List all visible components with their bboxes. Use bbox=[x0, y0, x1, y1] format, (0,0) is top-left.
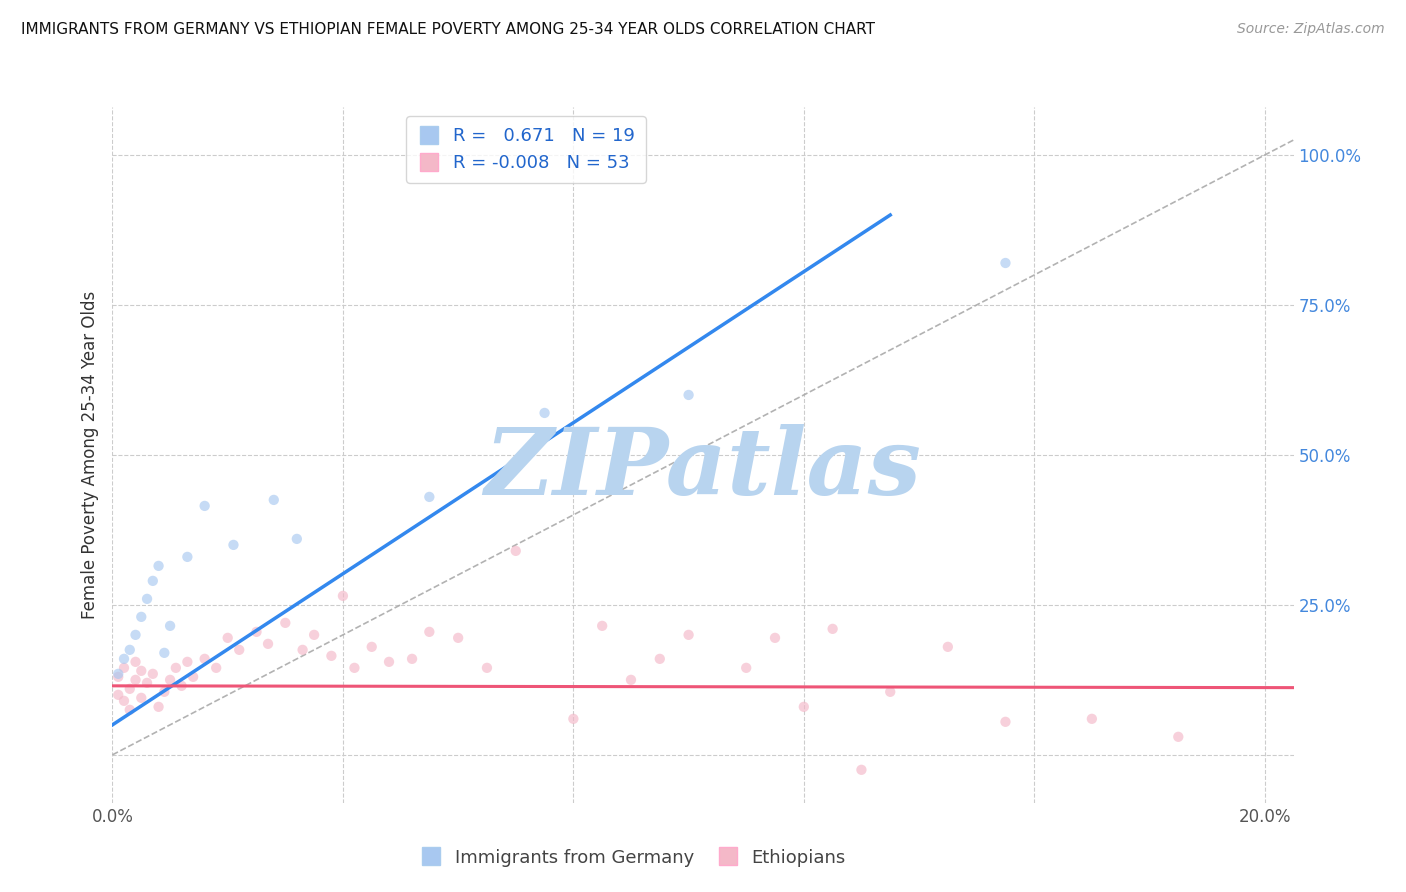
Point bbox=[153, 685, 176, 699]
Point bbox=[124, 628, 146, 642]
Point bbox=[217, 631, 239, 645]
Point bbox=[591, 619, 613, 633]
Point bbox=[142, 666, 165, 681]
Point bbox=[735, 661, 758, 675]
Point bbox=[274, 615, 297, 630]
Point bbox=[257, 637, 280, 651]
Point bbox=[245, 624, 267, 639]
Point bbox=[118, 703, 141, 717]
Point bbox=[994, 256, 1017, 270]
Point bbox=[124, 655, 146, 669]
Point bbox=[321, 648, 343, 663]
Point bbox=[159, 673, 181, 687]
Point bbox=[112, 661, 135, 675]
Point bbox=[678, 388, 700, 402]
Point bbox=[107, 666, 129, 681]
Point bbox=[129, 690, 152, 705]
Point bbox=[194, 499, 217, 513]
Point bbox=[360, 640, 382, 654]
Point bbox=[401, 652, 423, 666]
Point bbox=[851, 763, 873, 777]
Point bbox=[170, 679, 193, 693]
Point bbox=[620, 673, 643, 687]
Point bbox=[821, 622, 844, 636]
Point bbox=[176, 655, 198, 669]
Point bbox=[505, 544, 527, 558]
Point bbox=[107, 670, 129, 684]
Point bbox=[176, 549, 198, 564]
Point bbox=[181, 670, 204, 684]
Text: Source: ZipAtlas.com: Source: ZipAtlas.com bbox=[1237, 22, 1385, 37]
Point bbox=[112, 694, 135, 708]
Point bbox=[159, 619, 181, 633]
Point bbox=[153, 646, 176, 660]
Point bbox=[205, 661, 228, 675]
Point bbox=[418, 624, 440, 639]
Text: ZIPatlas: ZIPatlas bbox=[485, 424, 921, 514]
Point bbox=[378, 655, 401, 669]
Point bbox=[285, 532, 308, 546]
Point bbox=[793, 699, 815, 714]
Legend: Immigrants from Germany, Ethiopians: Immigrants from Germany, Ethiopians bbox=[411, 841, 853, 874]
Point bbox=[136, 676, 159, 690]
Point bbox=[763, 631, 786, 645]
Point bbox=[263, 492, 285, 507]
Point bbox=[533, 406, 555, 420]
Point bbox=[678, 628, 700, 642]
Point bbox=[994, 714, 1017, 729]
Point bbox=[148, 699, 170, 714]
Point bbox=[447, 631, 470, 645]
Point bbox=[418, 490, 440, 504]
Point bbox=[136, 591, 159, 606]
Point bbox=[1081, 712, 1104, 726]
Point bbox=[222, 538, 245, 552]
Point bbox=[562, 712, 585, 726]
Point bbox=[291, 643, 314, 657]
Point bbox=[148, 558, 170, 573]
Point bbox=[194, 652, 217, 666]
Point bbox=[1167, 730, 1189, 744]
Point bbox=[124, 673, 146, 687]
Point bbox=[302, 628, 325, 642]
Point bbox=[118, 643, 141, 657]
Point bbox=[475, 661, 498, 675]
Point bbox=[142, 574, 165, 588]
Point bbox=[118, 681, 141, 696]
Point bbox=[165, 661, 187, 675]
Point bbox=[879, 685, 901, 699]
Text: IMMIGRANTS FROM GERMANY VS ETHIOPIAN FEMALE POVERTY AMONG 25-34 YEAR OLDS CORREL: IMMIGRANTS FROM GERMANY VS ETHIOPIAN FEM… bbox=[21, 22, 875, 37]
Point bbox=[228, 643, 250, 657]
Point bbox=[112, 652, 135, 666]
Point bbox=[648, 652, 671, 666]
Point bbox=[343, 661, 366, 675]
Point bbox=[936, 640, 959, 654]
Point bbox=[107, 688, 129, 702]
Point bbox=[129, 664, 152, 678]
Point bbox=[332, 589, 354, 603]
Point bbox=[129, 610, 152, 624]
Y-axis label: Female Poverty Among 25-34 Year Olds: Female Poverty Among 25-34 Year Olds bbox=[80, 291, 98, 619]
